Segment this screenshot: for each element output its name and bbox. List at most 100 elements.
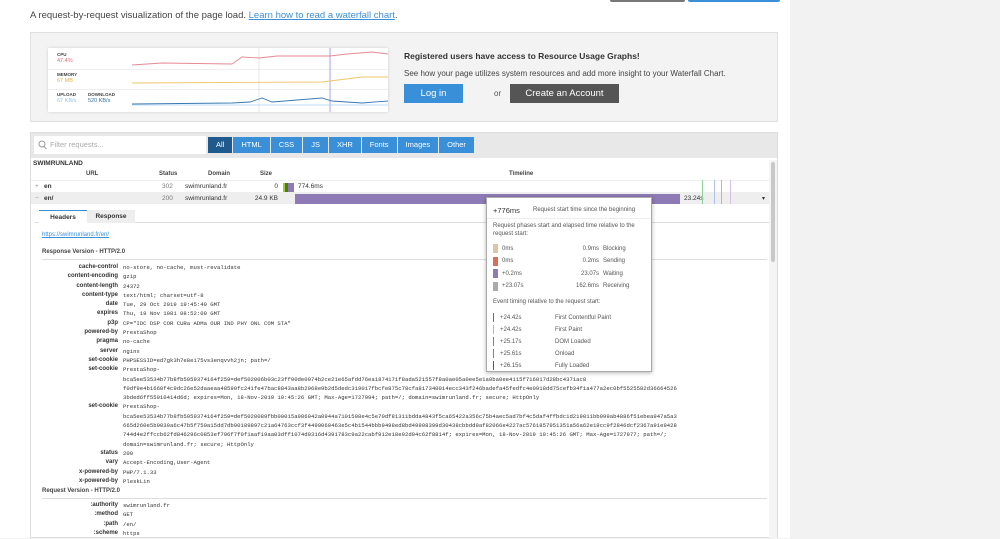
request-row-expanded[interactable]: − en/ 200 swimrunland.fr 24.9 KB 23.24s … <box>31 192 771 204</box>
or-text: or <box>494 89 502 98</box>
resource-graph-lines <box>132 48 388 112</box>
request-duration: 23.24s <box>684 195 704 202</box>
header-line: :scheme https <box>31 529 771 538</box>
tab-headers[interactable]: Headers <box>39 210 87 223</box>
top-button-left[interactable] <box>610 0 685 2</box>
filter-html-button[interactable]: HTML <box>233 137 270 153</box>
request-domain: swimrunland.fr <box>185 183 228 190</box>
header-name <box>31 421 123 430</box>
waterfall-help-link[interactable]: Learn how to read a waterfall chart <box>248 10 395 21</box>
header-value: bca5ee53534b77b8fb5959374164f259=def5020… <box>123 375 587 383</box>
header-line: domain=swimrunland.fr; secure; HttpOnly <box>31 440 771 449</box>
header-name: :scheme <box>93 529 118 536</box>
filter-bar: Filter requests... All HTML CSS JS XHR Fonts I… <box>31 133 777 158</box>
header-line: content-length 24372 <box>31 282 771 291</box>
timing-bar-blocking <box>283 183 286 192</box>
filter-xhr-button[interactable]: XHR <box>328 137 361 153</box>
filter-js-button[interactable]: JS <box>303 137 328 153</box>
dom-loaded-line <box>714 180 715 204</box>
response-headers-list: cache-control no-store, no-cache, must-re… <box>31 263 771 486</box>
header-name: p3p <box>107 319 118 326</box>
header-name <box>31 412 123 421</box>
header-name: content-length <box>76 282 118 289</box>
event-row: +24.42s First Paint <box>493 325 643 334</box>
header-name: date <box>105 301 118 308</box>
phase-start: +0.2ms <box>502 270 522 277</box>
scrollbar[interactable] <box>769 160 777 539</box>
filter-css-button[interactable]: CSS <box>270 137 303 153</box>
memory-line <box>132 76 388 84</box>
intro-text: A request-by-request visualization of th… <box>30 10 398 21</box>
header-value: Thu, 19 Nov 1981 08:52:00 GMT <box>123 310 221 318</box>
request-size: 24.9 KB <box>254 195 278 202</box>
header-line: set-cookie PrestaShop- <box>31 402 771 411</box>
event-row: +25.17s DOM Loaded <box>493 337 643 346</box>
filter-input[interactable]: Filter requests... <box>34 136 206 154</box>
memory-value: 67 MB <box>57 78 73 84</box>
top-button-right[interactable] <box>688 0 780 2</box>
upload-value: 67 KB/s <box>57 98 77 104</box>
dropdown-arrow-icon[interactable]: ▾ <box>762 196 766 202</box>
filter-images-button[interactable]: Images <box>397 137 439 153</box>
phase-row-sending: 0ms 0.2ms Sending <box>493 256 643 266</box>
header-line: :method GET <box>31 510 771 519</box>
upload-label: UPLOAD <box>57 92 76 97</box>
tab-response[interactable]: Response <box>87 210 135 223</box>
header-value: PHP/7.1.33 <box>123 468 157 476</box>
header-value: 665d260e5b9030a6c47b5f750a15dd7db9018989… <box>123 422 677 430</box>
request-url-link[interactable]: https://swimrunland.fr/en/ <box>42 232 110 238</box>
header-line: server nginx <box>31 347 771 356</box>
request-row[interactable]: + en 302 swimrunland.fr 0 774.6ms <box>31 180 771 192</box>
column-domain: Domain <box>208 171 231 177</box>
phase-name: Sending <box>603 258 626 264</box>
header-line: 665d260e5b9030a6c47b5f750a15dd7db9018989… <box>31 421 771 430</box>
request-size: 0 <box>274 183 278 190</box>
divider <box>42 259 767 260</box>
header-name <box>31 375 123 384</box>
header-value: no-cache <box>123 338 150 346</box>
request-status: 302 <box>162 183 173 190</box>
download-value: 520 KB/s <box>88 98 111 104</box>
header-name: set-cookie <box>88 356 118 363</box>
expand-icon[interactable]: + <box>35 183 39 190</box>
event-name: Fully Loaded <box>555 362 590 369</box>
header-name <box>31 384 123 393</box>
request-url: en/ <box>44 195 54 202</box>
login-button[interactable]: Log in <box>404 84 463 103</box>
phase-elapsed: 23.07s <box>580 270 599 277</box>
header-name: :path <box>103 520 118 527</box>
header-value: domain=swimrunland.fr; secure; HttpOnly <box>123 440 254 448</box>
header-value: nginx <box>123 347 140 355</box>
resource-usage-promo: CPU 47.4% MEMORY 67 MB UPLOAD 67 KB/s DO… <box>30 32 778 122</box>
header-value: CP="IDC DSP COR CURa ADMa OUR IND PHY ON… <box>123 319 291 327</box>
request-domain: swimrunland.fr <box>185 195 228 202</box>
header-line: x-powered-by PHP/7.1.33 <box>31 468 771 477</box>
phase-swatch <box>493 244 498 253</box>
header-value: text/html; charset=utf-8 <box>123 291 204 299</box>
header-name <box>31 393 123 402</box>
header-name: cache-control <box>78 264 118 270</box>
detail-tabs: Headers Response <box>35 210 770 223</box>
scrollbar-thumb[interactable] <box>771 162 775 262</box>
request-url: en <box>44 183 52 190</box>
fully-loaded-line <box>730 180 731 204</box>
phase-swatch <box>493 256 498 266</box>
filter-other-button[interactable]: Other <box>439 137 474 153</box>
header-line: expires Thu, 19 Nov 1981 08:52:00 GMT <box>31 309 771 318</box>
filter-all-button[interactable]: All <box>208 137 233 153</box>
header-name: content-type <box>82 291 118 298</box>
header-line: p3p CP="IDC DSP COR CURa ADMa OUR IND PHY… <box>31 319 771 328</box>
header-name: x-powered-by <box>78 477 118 484</box>
collapse-icon[interactable]: − <box>35 195 39 202</box>
header-value: swimrunland.fr <box>123 502 170 509</box>
event-name: DOM Loaded <box>555 338 591 345</box>
page: A request-by-request visualization of th… <box>0 0 790 539</box>
download-label: DOWNLOAD <box>88 92 115 97</box>
column-size: Size <box>260 171 273 177</box>
event-time: +24.42s <box>500 314 522 321</box>
filter-fonts-button[interactable]: Fonts <box>361 137 397 153</box>
header-line: status 200 <box>31 449 771 458</box>
create-account-button[interactable]: Create an Account <box>510 84 619 103</box>
header-line: 3bded6ff55910414d6d; expires=Mon, 18-Nov… <box>31 393 771 402</box>
header-value: no-store, no-cache, must-revalidate <box>123 264 241 271</box>
